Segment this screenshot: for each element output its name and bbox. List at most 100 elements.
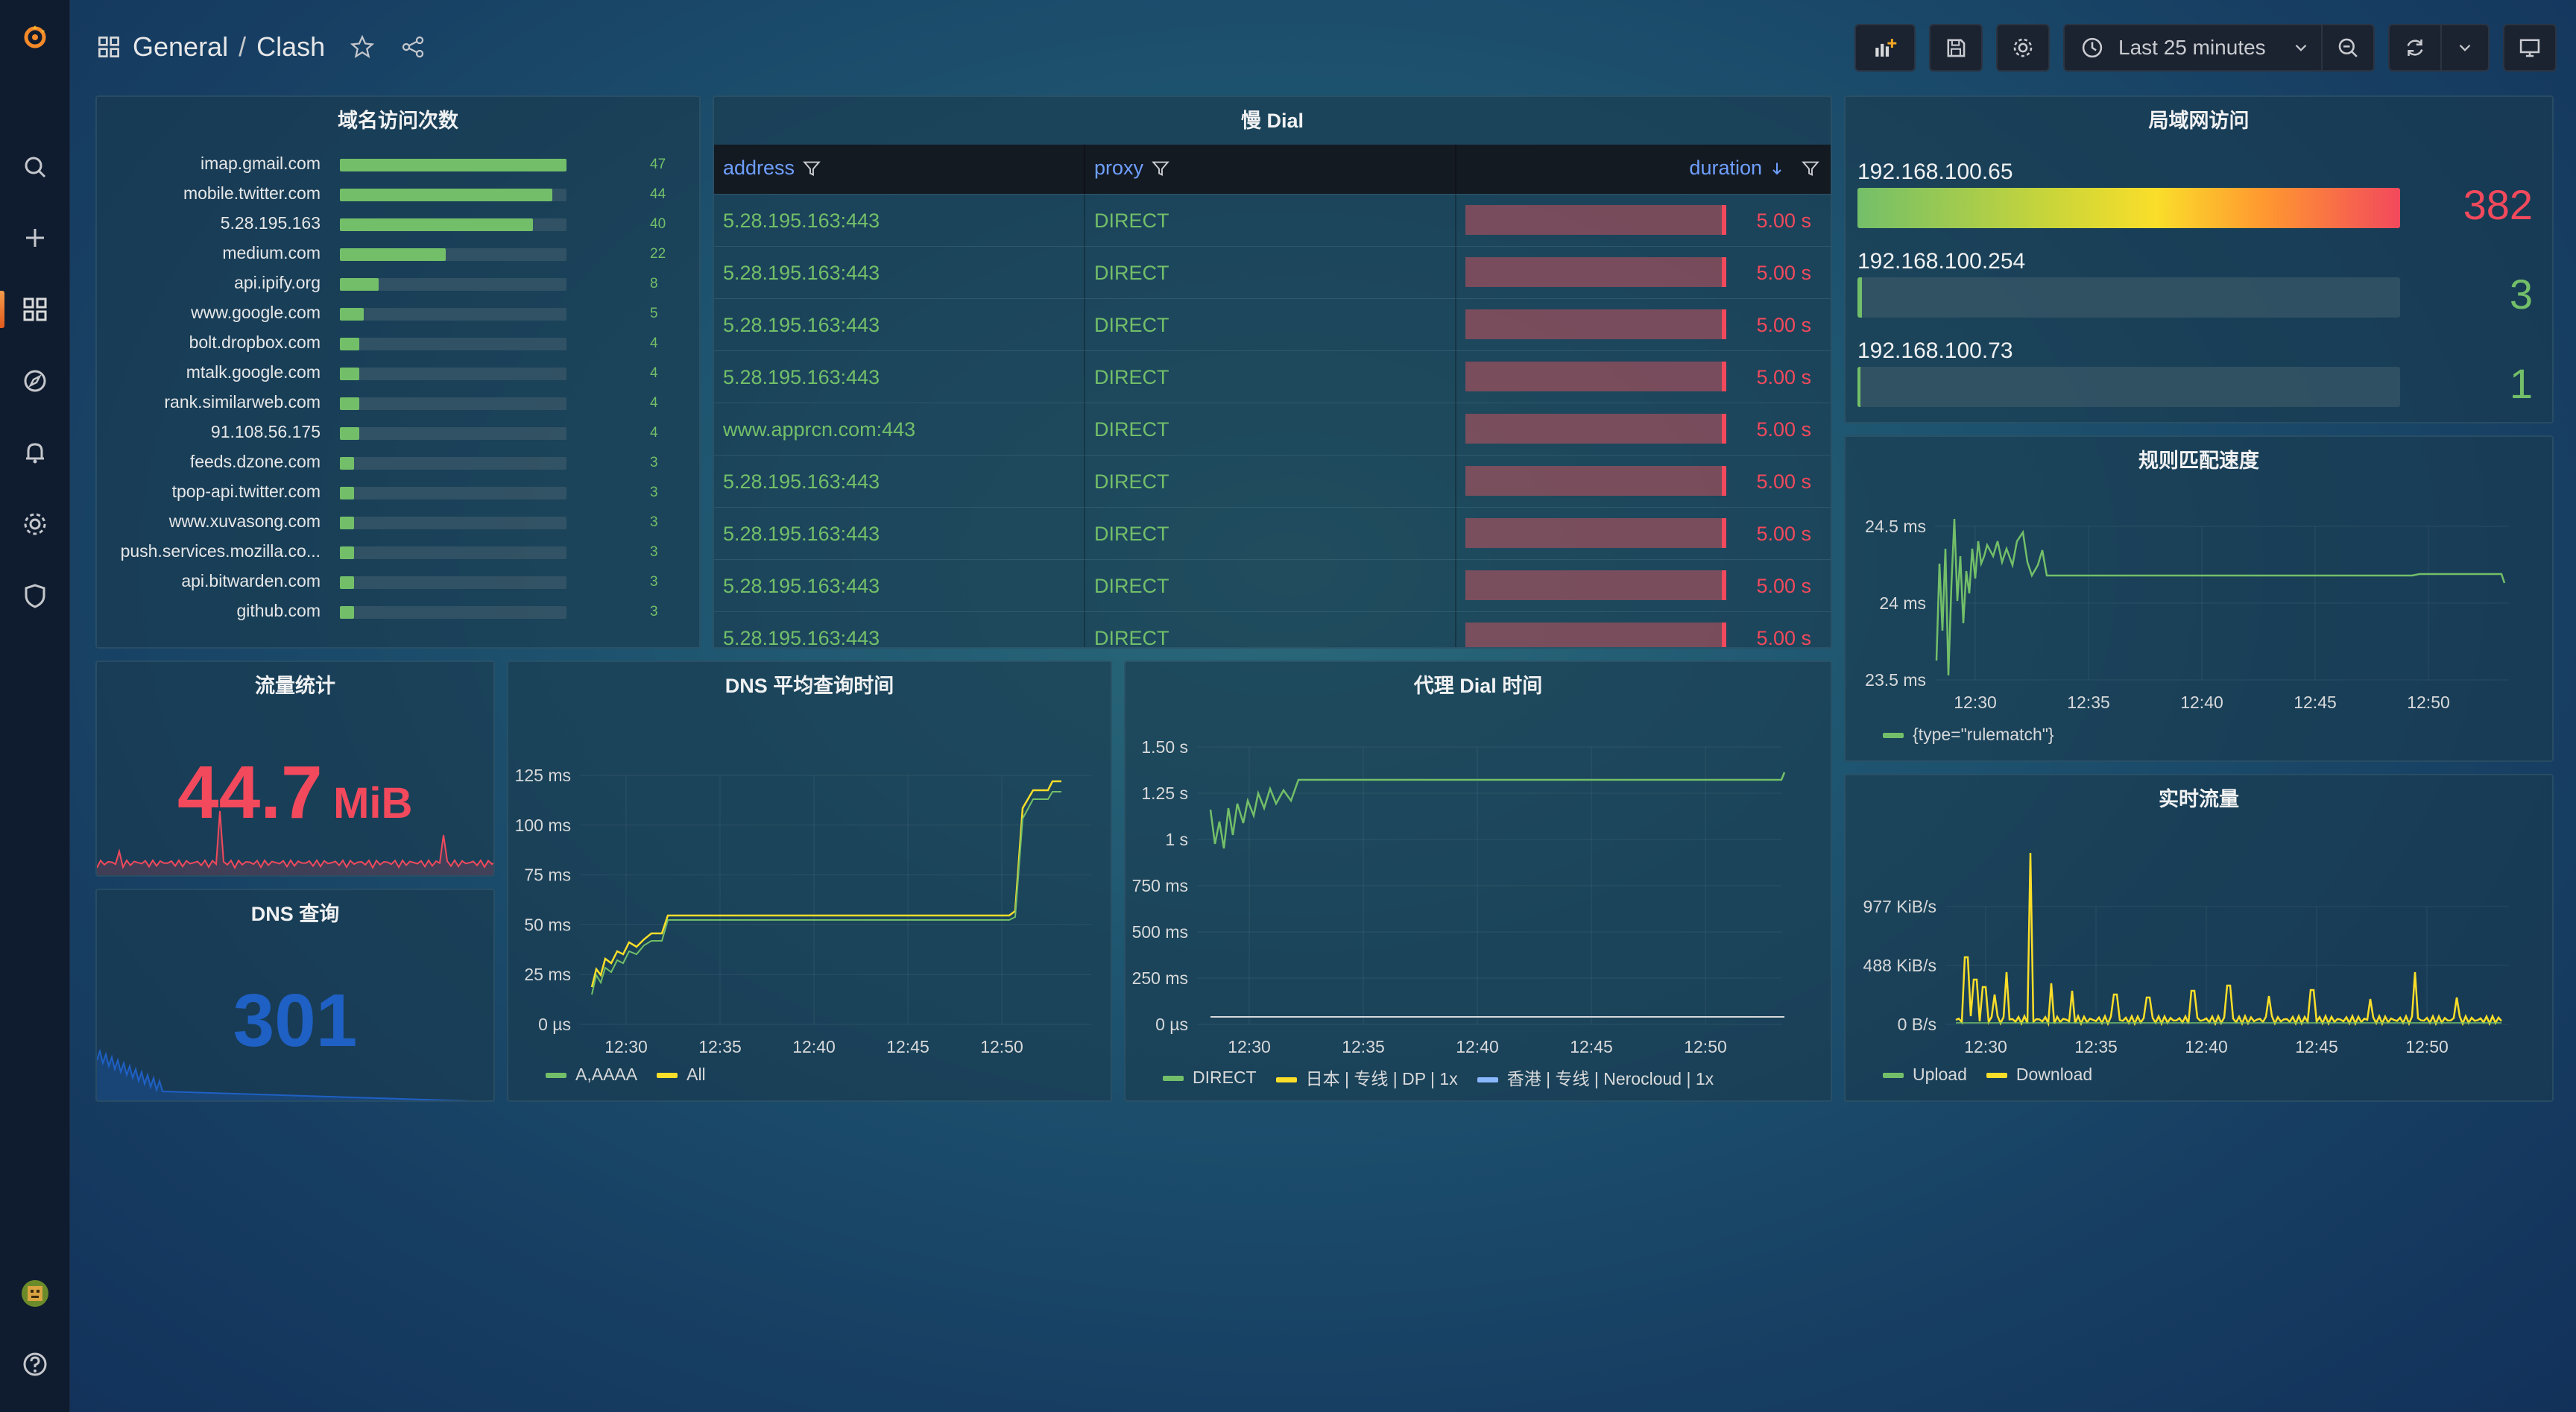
user-avatar[interactable] xyxy=(0,1267,70,1320)
domain-count: 3 xyxy=(650,514,658,530)
domain-bar-track xyxy=(340,427,566,440)
domain-count: 4 xyxy=(650,425,658,441)
proxy-dial-time-chart[interactable]: 1.50 s 1.25 s 1 s 750 ms 500 ms 250 ms 0 µs 12:… xyxy=(1126,662,1832,1102)
domain-label: www.google.com xyxy=(191,303,321,322)
domain-count: 22 xyxy=(650,246,666,262)
dns-avg-time-chart[interactable]: 125 ms 100 ms 75 ms 50 ms 25 ms 0 µs 12:30 12:3… xyxy=(508,662,1112,1102)
domain-label: feeds.dzone.com xyxy=(189,452,321,471)
lan-bar-track xyxy=(1857,188,2400,228)
filter-icon[interactable] xyxy=(1151,159,1170,178)
configuration-gear-icon[interactable] xyxy=(0,498,70,550)
y-tick-label: 100 ms xyxy=(515,816,571,835)
share-icon[interactable] xyxy=(400,34,426,60)
explore-compass-icon[interactable] xyxy=(0,355,70,407)
help-question-icon[interactable] xyxy=(0,1338,70,1390)
column-header-proxy[interactable]: proxy xyxy=(1094,157,1170,180)
x-tick-label: 12:45 xyxy=(1570,1037,1613,1056)
y-tick-label: 24 ms xyxy=(1879,593,1926,613)
time-range-label: Last 25 minutes xyxy=(2118,36,2266,59)
legend-item-upload[interactable]: Upload xyxy=(1883,1065,1967,1085)
sparkline-area xyxy=(97,811,493,875)
dashboard-settings-button[interactable] xyxy=(1996,24,2050,72)
zoom-out-button[interactable] xyxy=(2321,24,2375,72)
lan-ip-label: 192.168.100.73 xyxy=(1857,338,2013,363)
domain-row: feeds.dzone.com 3 xyxy=(97,449,699,479)
panel-title[interactable]: 代理 Dial 时间 xyxy=(1413,675,1543,697)
domain-bar-fill xyxy=(340,457,355,470)
y-tick-label: 0 µs xyxy=(538,1015,571,1034)
domain-count: 5 xyxy=(650,306,658,321)
lan-count: 382 xyxy=(2463,181,2533,228)
legend-item-rulematch[interactable]: {type="rulematch"} xyxy=(1883,725,2054,745)
domain-row: api.ipify.org 8 xyxy=(97,270,699,300)
legend-item-all[interactable]: All xyxy=(657,1065,706,1085)
panel-title[interactable]: 域名访问次数 xyxy=(338,110,458,132)
x-tick-label: 12:30 xyxy=(1228,1037,1271,1056)
save-dashboard-button[interactable] xyxy=(1929,24,1983,72)
domain-bar-fill xyxy=(340,338,359,350)
column-header-duration[interactable]: duration xyxy=(1689,157,1820,180)
dashboards-icon[interactable] xyxy=(0,283,70,335)
cell-proxy: DIRECT xyxy=(1094,470,1169,493)
add-panel-button[interactable] xyxy=(1854,24,1916,72)
refresh-button[interactable] xyxy=(2388,24,2442,72)
filter-icon[interactable] xyxy=(1801,159,1820,178)
domain-count: 3 xyxy=(650,604,658,620)
panel-title[interactable]: DNS 查询 xyxy=(250,903,340,925)
sparkline-area xyxy=(97,1051,449,1100)
x-tick-label: 12:30 xyxy=(1954,693,1997,712)
y-tick-label: 488 KiB/s xyxy=(1863,956,1936,975)
panel-title[interactable]: DNS 平均查询时间 xyxy=(724,675,894,697)
y-tick-label: 500 ms xyxy=(1132,922,1188,942)
breadcrumb-folder[interactable]: General xyxy=(133,31,229,62)
panel-title[interactable]: 局域网访问 xyxy=(2148,110,2250,132)
panel-title[interactable]: 实时流量 xyxy=(2159,788,2239,810)
alerting-bell-icon[interactable] xyxy=(0,426,70,479)
dns-all-series xyxy=(590,780,1061,988)
y-tick-label: 977 KiB/s xyxy=(1863,897,1936,916)
x-tick-label: 12:35 xyxy=(1342,1037,1385,1056)
realtime-traffic-chart[interactable]: 977 KiB/s 488 KiB/s 0 B/s 12:30 12:35 12:40 12… xyxy=(1846,775,2554,1102)
legend-item-direct[interactable]: DIRECT xyxy=(1163,1068,1257,1088)
tv-mode-button[interactable] xyxy=(2503,24,2557,72)
refresh-interval-dropdown[interactable] xyxy=(2440,24,2490,72)
filter-icon[interactable] xyxy=(802,159,821,178)
server-admin-shield-icon[interactable] xyxy=(0,570,70,622)
lan-ip-label: 192.168.100.254 xyxy=(1857,249,2026,274)
rule-match-speed-chart[interactable]: 24.5 ms 24 ms 23.5 ms 12:30 12:35 12:40 12:45 1… xyxy=(1846,437,2554,762)
domain-bar-fill xyxy=(340,487,355,499)
legend-item-download[interactable]: Download xyxy=(1986,1065,2092,1085)
grafana-logo-icon[interactable] xyxy=(0,10,70,63)
dns-a-aaaa-series xyxy=(591,791,1061,995)
domain-count: 4 xyxy=(650,335,658,351)
x-tick-label: 12:45 xyxy=(2294,693,2337,712)
domain-bar-track xyxy=(340,189,566,201)
cell-proxy: DIRECT xyxy=(1094,209,1169,232)
panel-title[interactable]: 规则匹配速度 xyxy=(2138,450,2259,472)
slow-dial-panel: 慢 Dial address proxy duration 5.28.195.1… xyxy=(713,95,1832,649)
y-tick-label: 1 s xyxy=(1165,830,1188,849)
cell-proxy: DIRECT xyxy=(1094,418,1169,441)
sort-descending-icon xyxy=(1772,163,1781,174)
y-tick-label: 250 ms xyxy=(1132,968,1188,988)
lan-bar-fill xyxy=(1857,277,1862,318)
legend-item-a-aaaa[interactable]: A,AAAA xyxy=(546,1065,637,1085)
dns-avg-time-panel: DNS 平均查询时间 125 ms 100 ms 75 ms 50 ms 25 ms 0 … xyxy=(507,661,1112,1102)
create-plus-icon[interactable] xyxy=(0,212,70,264)
chart-legend: Upload Download xyxy=(1883,1065,2092,1085)
star-icon[interactable] xyxy=(349,34,376,60)
panel-title[interactable]: 慢 Dial xyxy=(1240,110,1304,132)
column-label: proxy xyxy=(1094,157,1144,179)
domain-label: medium.com xyxy=(222,243,321,262)
cell-address: www.apprcn.com:443 xyxy=(723,418,916,441)
legend-item-japan[interactable]: 日本 | 专线 | DP | 1x xyxy=(1275,1065,1458,1090)
column-header-address[interactable]: address xyxy=(723,157,821,180)
search-icon[interactable] xyxy=(0,141,70,193)
domain-label: 5.28.195.163 xyxy=(220,213,321,233)
table-row: 5.28.195.163:443 DIRECT 5.00 s xyxy=(714,350,1831,403)
legend-item-hongkong[interactable]: 香港 | 专线 | Nerocloud | 1x xyxy=(1477,1065,1714,1090)
panel-title[interactable]: 流量统计 xyxy=(255,675,335,697)
dns-query-sparkline xyxy=(97,1048,473,1100)
breadcrumb-dashboard-title[interactable]: Clash xyxy=(256,31,326,62)
time-range-picker[interactable]: Last 25 minutes xyxy=(2063,24,2323,72)
